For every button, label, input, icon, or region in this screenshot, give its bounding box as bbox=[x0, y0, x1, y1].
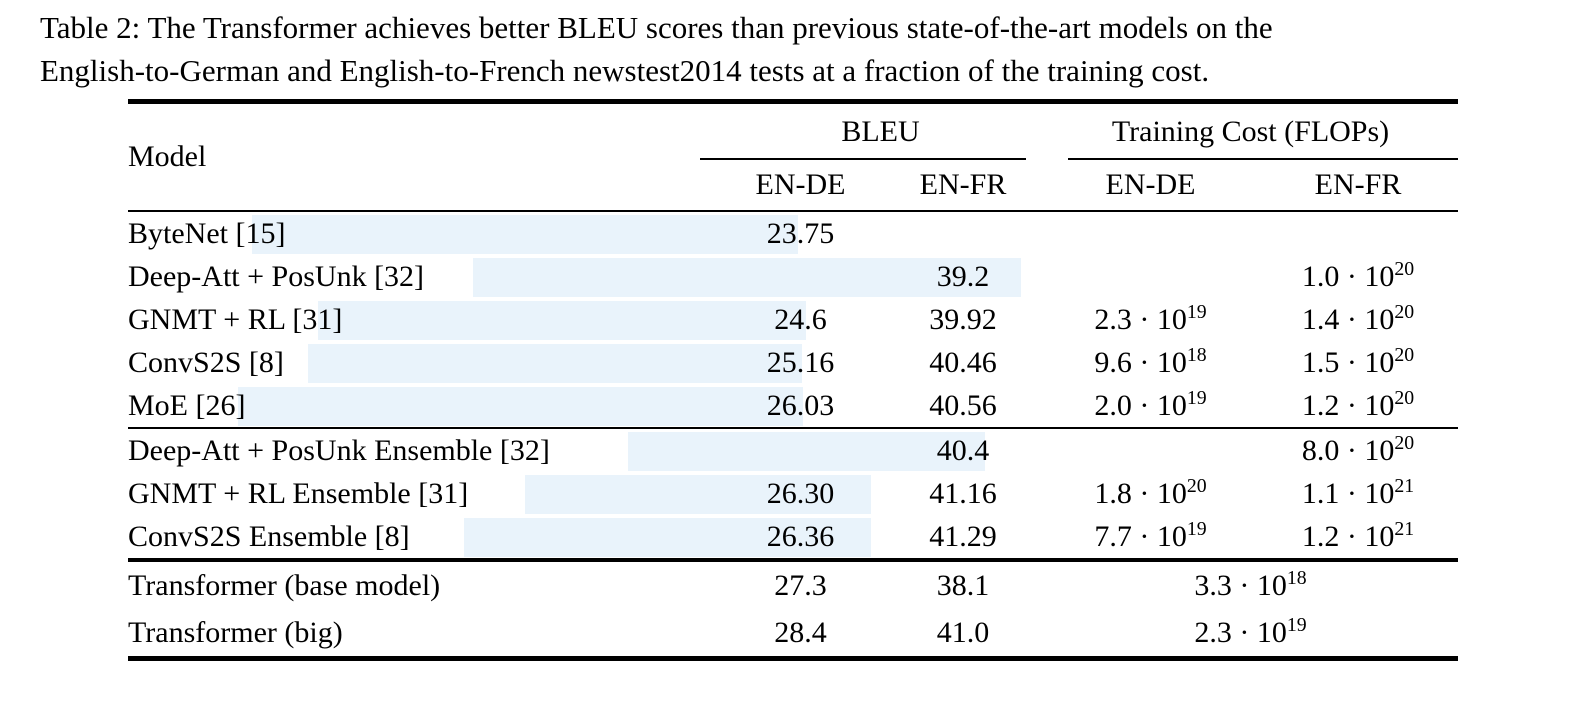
bleu-en-de-cell: 26.03 bbox=[766, 389, 835, 422]
bleu-en-fr-cell: 41.29 bbox=[929, 520, 997, 553]
table-caption: Table 2: The Transformer achieves better… bbox=[40, 6, 1560, 92]
table-row: MoE [26] 26.03 40.56 2.0 · 1019 1.2 · 1020 bbox=[128, 384, 1458, 428]
bleu-en-fr-cell: 40.56 bbox=[929, 389, 997, 422]
model-cell: ByteNet [15] bbox=[128, 217, 286, 250]
cost-en-de-cell bbox=[1043, 427, 1259, 472]
column-header-model: Model bbox=[128, 140, 207, 173]
table-row: GNMT + RL Ensemble [31] 26.30 41.16 1.8 · 1… bbox=[128, 472, 1458, 515]
cost-en-de-cell bbox=[1043, 211, 1258, 255]
cost-en-de-cell: 2.0 · 1019 bbox=[1094, 387, 1207, 422]
training-cost-group-underline bbox=[1068, 158, 1458, 160]
caption-line-1: Table 2: The Transformer achieves better… bbox=[40, 10, 1273, 45]
cost-en-fr-cell: 1.4 · 1020 bbox=[1301, 301, 1415, 336]
bleu-group-underline bbox=[700, 158, 1026, 160]
row-selection-highlight bbox=[308, 344, 802, 383]
table-row: Transformer (base model) 27.3 38.1 3.3 · 10… bbox=[128, 558, 1459, 609]
cost-en-de-cell bbox=[1043, 255, 1258, 298]
row-selection-highlight bbox=[525, 475, 871, 514]
model-cell: Transformer (base model) bbox=[128, 558, 718, 609]
table-row: ByteNet [15] 23.75 bbox=[128, 211, 1458, 255]
bleu-en-fr-cell: 41.16 bbox=[929, 477, 997, 510]
bleu-en-de-cell: 28.4 bbox=[774, 616, 827, 649]
bleu-en-de-cell: 24.6 bbox=[774, 303, 827, 336]
cost-combined-cell: 2.3 · 1019 bbox=[1194, 614, 1307, 649]
column-header-cost-en-fr: EN-FR bbox=[1314, 168, 1402, 201]
table-row: ConvS2S Ensemble [8] 26.36 41.29 7.7 · 1019… bbox=[128, 515, 1458, 560]
cost-en-de-cell: 7.7 · 1019 bbox=[1094, 518, 1207, 553]
model-cell: ConvS2S [8] bbox=[128, 346, 284, 379]
bleu-en-fr-cell: 39.2 bbox=[936, 260, 990, 293]
column-header-bleu-en-fr: EN-FR bbox=[919, 168, 1007, 201]
model-cell: ConvS2S Ensemble [8] bbox=[128, 520, 410, 553]
row-selection-highlight bbox=[464, 518, 871, 557]
cost-en-fr-cell: 8.0 · 1020 bbox=[1258, 427, 1459, 472]
table-row: ConvS2S [8] 25.16 40.46 9.6 · 1018 1.5 · 102… bbox=[128, 341, 1458, 384]
row-selection-highlight bbox=[318, 301, 806, 340]
bleu-en-fr-cell: 41.0 bbox=[936, 616, 990, 649]
model-cell: GNMT + RL [31] bbox=[128, 303, 343, 336]
bleu-en-de-cell: 25.16 bbox=[766, 346, 835, 379]
model-cell: Transformer (big) bbox=[128, 616, 343, 649]
bleu-en-de-cell bbox=[718, 427, 883, 472]
cost-en-fr-cell: 1.2 · 1020 bbox=[1301, 387, 1415, 422]
bleu-en-fr-cell: 40.4 bbox=[883, 427, 1044, 472]
bleu-en-fr-cell bbox=[883, 211, 1043, 255]
cost-en-fr-cell: 1.5 · 1020 bbox=[1301, 344, 1415, 379]
bleu-en-de-cell: 26.30 bbox=[766, 477, 835, 510]
column-group-training-cost: Training Cost (FLOPs) bbox=[1111, 115, 1390, 148]
results-table-grid: Model BLEU Training Cost (FLOPs) EN-DE E… bbox=[128, 104, 1459, 656]
table-row: Deep-Att + PosUnk [32] 39.2 1.0 · 1020 bbox=[128, 255, 1458, 298]
sub-header-row: EN-DE EN-FR EN-DE EN-FR bbox=[128, 160, 1458, 211]
caption-line-2: English-to-German and English-to-French … bbox=[40, 53, 1210, 88]
row-selection-highlight bbox=[238, 387, 803, 426]
model-cell: Deep-Att + PosUnk Ensemble [32] bbox=[128, 427, 718, 472]
row-selection-highlight bbox=[252, 215, 798, 254]
cost-en-fr-cell: 1.1 · 1021 bbox=[1301, 475, 1415, 510]
bleu-en-fr-cell: 38.1 bbox=[883, 558, 1044, 609]
bleu-en-fr-cell: 39.92 bbox=[929, 303, 997, 336]
column-header-bleu-en-de: EN-DE bbox=[755, 168, 846, 201]
cost-en-de-cell: 9.6 · 1018 bbox=[1094, 344, 1207, 379]
table-row: Deep-Att + PosUnk Ensemble [32] 40.4 8.0 ·… bbox=[128, 427, 1459, 472]
column-group-bleu: BLEU bbox=[841, 115, 920, 148]
cost-en-de-cell: 2.3 · 1019 bbox=[1094, 301, 1207, 336]
cost-en-fr-cell: 1.0 · 1020 bbox=[1301, 258, 1415, 293]
row-selection-highlight bbox=[473, 258, 1021, 297]
bleu-en-fr-cell: 40.46 bbox=[929, 346, 997, 379]
model-cell: GNMT + RL Ensemble [31] bbox=[128, 477, 469, 510]
cost-en-de-cell: 1.8 · 1020 bbox=[1094, 475, 1207, 510]
cost-en-fr-cell: 1.2 · 1021 bbox=[1301, 518, 1415, 553]
bleu-en-de-cell bbox=[718, 255, 883, 298]
column-header-cost-en-de: EN-DE bbox=[1105, 168, 1196, 201]
results-table: Model BLEU Training Cost (FLOPs) EN-DE E… bbox=[128, 99, 1459, 661]
bleu-en-de-cell: 27.3 bbox=[718, 558, 883, 609]
model-cell: Deep-Att + PosUnk [32] bbox=[128, 260, 425, 293]
bleu-en-de-cell: 23.75 bbox=[766, 217, 835, 250]
bleu-en-de-cell: 26.36 bbox=[766, 520, 835, 553]
table-row: GNMT + RL [31] 24.6 39.92 2.3 · 1019 1.4 · 1… bbox=[128, 298, 1458, 341]
model-cell: MoE [26] bbox=[128, 389, 246, 422]
cost-combined-cell: 3.3 · 1018 bbox=[1043, 558, 1459, 609]
cost-en-fr-cell bbox=[1258, 211, 1458, 255]
table-row: Transformer (big) 28.4 41.0 2.3 · 1019 bbox=[128, 609, 1458, 656]
group-header-row: Model BLEU Training Cost (FLOPs) bbox=[128, 104, 1458, 173]
